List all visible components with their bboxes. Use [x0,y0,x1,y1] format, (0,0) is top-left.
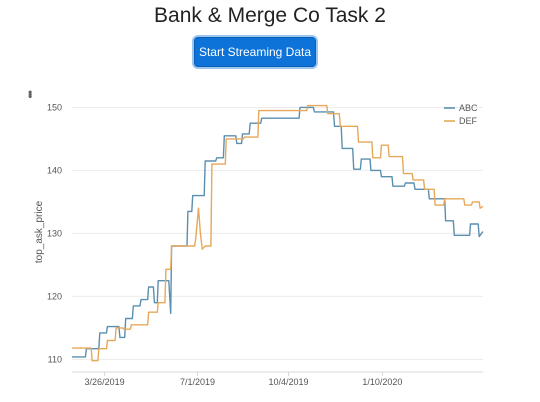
x-tick-label: 3/26/2019 [85,377,125,387]
chart-gridlines [72,106,483,360]
x-tick-label: 7/1/2019 [180,377,215,387]
y-tick-label: 140 [47,165,62,175]
legend-label-def: DEF [459,116,478,126]
x-tick-label: 10/4/2019 [268,377,308,387]
vertical-dots-icon[interactable]: ••• [23,90,37,97]
y-tick-label: 110 [48,354,62,364]
y-axis-label: top_ask_price [34,200,45,263]
page-title: Bank & Merge Co Task 2 [154,4,386,27]
legend-label-abc: ABC [459,103,478,113]
series-line-abc [72,106,484,358]
chart-series [72,104,484,362]
chart-legend: ABC DEF [444,103,478,126]
chart-axes: 110 120 130 140 150 3/26/2019 7/1/2019 10/4/201… [47,102,483,387]
y-tick-label: 150 [47,102,62,112]
x-tick-label: 1/10/2020 [362,377,402,387]
series-line-def [72,104,484,362]
start-streaming-button[interactable]: Start Streaming Data [194,37,316,67]
y-tick-label: 130 [47,228,62,238]
y-tick-label: 120 [47,291,62,301]
